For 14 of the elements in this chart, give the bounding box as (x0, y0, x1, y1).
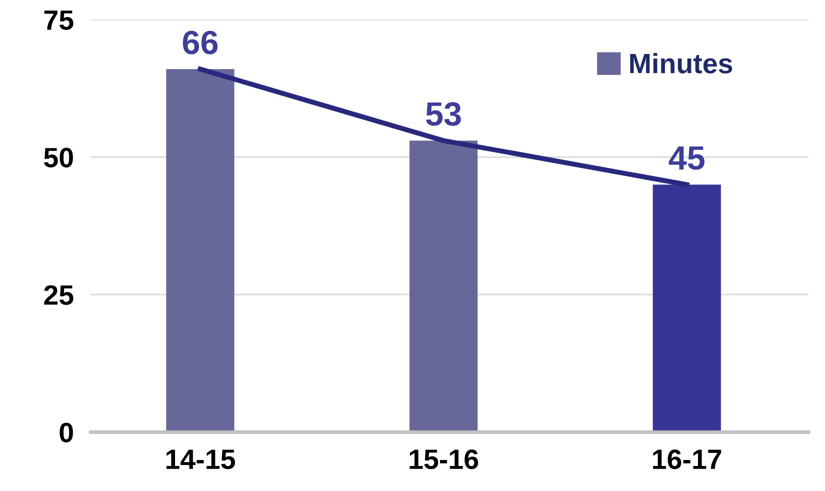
data-label: 45 (668, 146, 704, 170)
y-tick-label: 75 (44, 10, 74, 30)
bar (409, 140, 478, 432)
x-tick-label: 14-15 (166, 450, 235, 470)
y-tick-label: 0 (60, 422, 73, 442)
legend-label: Minutes (630, 53, 732, 74)
y-tick-label: 25 (44, 285, 74, 305)
bar (166, 69, 234, 432)
data-label: 66 (182, 30, 218, 54)
data-label: 53 (426, 102, 461, 126)
bar (652, 184, 721, 432)
y-tick-label: 50 (44, 148, 73, 168)
x-tick-label: 16-17 (653, 449, 722, 470)
x-tick-label: 15-16 (410, 449, 478, 470)
